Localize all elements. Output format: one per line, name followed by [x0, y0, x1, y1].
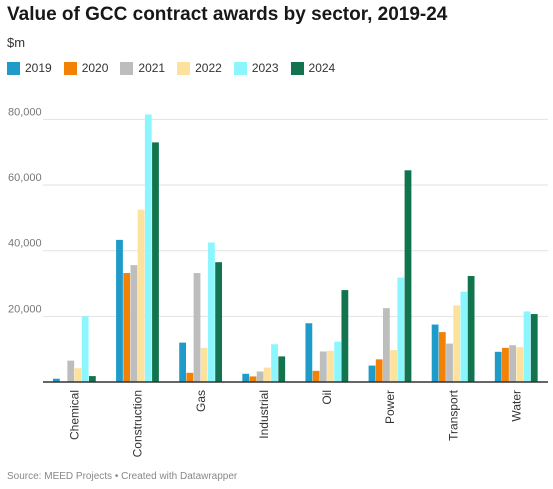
bar-industrial-2024 [278, 356, 286, 382]
bar-industrial-2022 [263, 367, 271, 382]
legend-item-2019: 2019 [7, 61, 52, 75]
legend-item-2024: 2024 [290, 61, 336, 75]
bar-industrial-2019 [242, 373, 250, 382]
x-tick-label: Construction [131, 390, 145, 457]
x-tick-label: Gas [194, 390, 208, 412]
bar-transport-2020 [438, 332, 446, 382]
x-tick-label: Chemical [68, 390, 82, 440]
bar-water-2020 [502, 347, 509, 382]
legend-swatch [120, 61, 134, 75]
bar-industrial-2021 [256, 371, 264, 382]
bar-industrial-2020 [249, 376, 257, 382]
legend-swatch [63, 61, 77, 75]
bar-power-2023 [397, 277, 405, 382]
legend-label: 2021 [138, 61, 166, 75]
y-tick-label: 80,000 [8, 106, 42, 118]
x-tick-label: Oil [320, 390, 334, 405]
bar-transport-2024 [467, 275, 475, 382]
bar-power-2020 [375, 359, 383, 382]
bar-transport-2022 [453, 305, 461, 382]
bar-water-2022 [516, 347, 524, 382]
bar-water-2024 [530, 314, 538, 382]
bar-gas-2021 [193, 273, 201, 382]
bar-construction-2021 [130, 265, 138, 382]
source-note: Source: MEED Projects • Created with Dat… [7, 471, 238, 482]
bar-power-2021 [382, 308, 390, 382]
legend-label: 2023 [251, 61, 279, 75]
bar-construction-2022 [137, 209, 145, 382]
bar-water-2021 [509, 345, 517, 382]
bar-oil-2022 [327, 350, 334, 382]
legend-label: 2019 [25, 61, 52, 75]
legend-swatch [177, 61, 191, 75]
bar-gas-2024 [215, 262, 223, 382]
bar-power-2019 [368, 365, 376, 382]
bar-chemical-2019 [52, 378, 60, 382]
bar-chemical-2021 [67, 360, 75, 382]
bar-power-2024 [404, 170, 412, 382]
bar-gas-2019 [179, 342, 187, 382]
legend: 2019 2020 2021 2022 2023 2024 [7, 61, 335, 75]
bar-gas-2020 [186, 372, 194, 382]
x-tick-label: Transport [446, 389, 460, 441]
bar-transport-2023 [460, 291, 468, 382]
bar-construction-2020 [123, 273, 131, 382]
y-tick-label: 40,000 [8, 238, 42, 250]
bar-chemical-2024 [88, 376, 96, 382]
unit-label: $m [7, 35, 26, 50]
bar-industrial-2023 [271, 344, 278, 382]
bar-chemical-2022 [74, 368, 82, 382]
bar-construction-2024 [152, 142, 159, 382]
legend-item-2022: 2022 [177, 61, 222, 75]
legend-label: 2020 [81, 61, 109, 75]
legend-item-2023: 2023 [233, 61, 279, 75]
bar-transport-2019 [431, 324, 439, 382]
legend-label: 2024 [308, 61, 336, 75]
bar-gas-2023 [208, 242, 215, 382]
bar-construction-2019 [116, 239, 123, 382]
legend-item-2020: 2020 [63, 61, 109, 75]
y-tick-label: 20,000 [8, 303, 42, 315]
bar-chemical-2023 [81, 316, 89, 382]
bar-oil-2023 [334, 341, 342, 382]
legend-swatch [7, 61, 20, 75]
bar-oil-2019 [305, 323, 313, 382]
x-tick-label: Industrial [257, 390, 271, 439]
legend-item-2021: 2021 [120, 61, 165, 75]
bar-transport-2021 [446, 343, 453, 382]
bar-construction-2023 [144, 114, 152, 383]
bar-oil-2024 [341, 290, 349, 382]
legend-swatch [290, 61, 304, 75]
legend-swatch [233, 61, 247, 75]
bar-water-2023 [523, 311, 531, 382]
bar-water-2019 [494, 351, 502, 382]
x-tick-label: Power [383, 390, 397, 424]
bar-oil-2021 [319, 351, 327, 382]
chart-title: Value of GCC contract awards by sector, … [7, 4, 448, 25]
bar-gas-2022 [200, 347, 208, 382]
y-tick-label: 60,000 [8, 172, 42, 184]
bar-oil-2020 [312, 370, 320, 382]
legend-label: 2022 [195, 61, 222, 75]
x-tick-label: Water [509, 390, 523, 422]
bar-power-2022 [390, 350, 397, 382]
